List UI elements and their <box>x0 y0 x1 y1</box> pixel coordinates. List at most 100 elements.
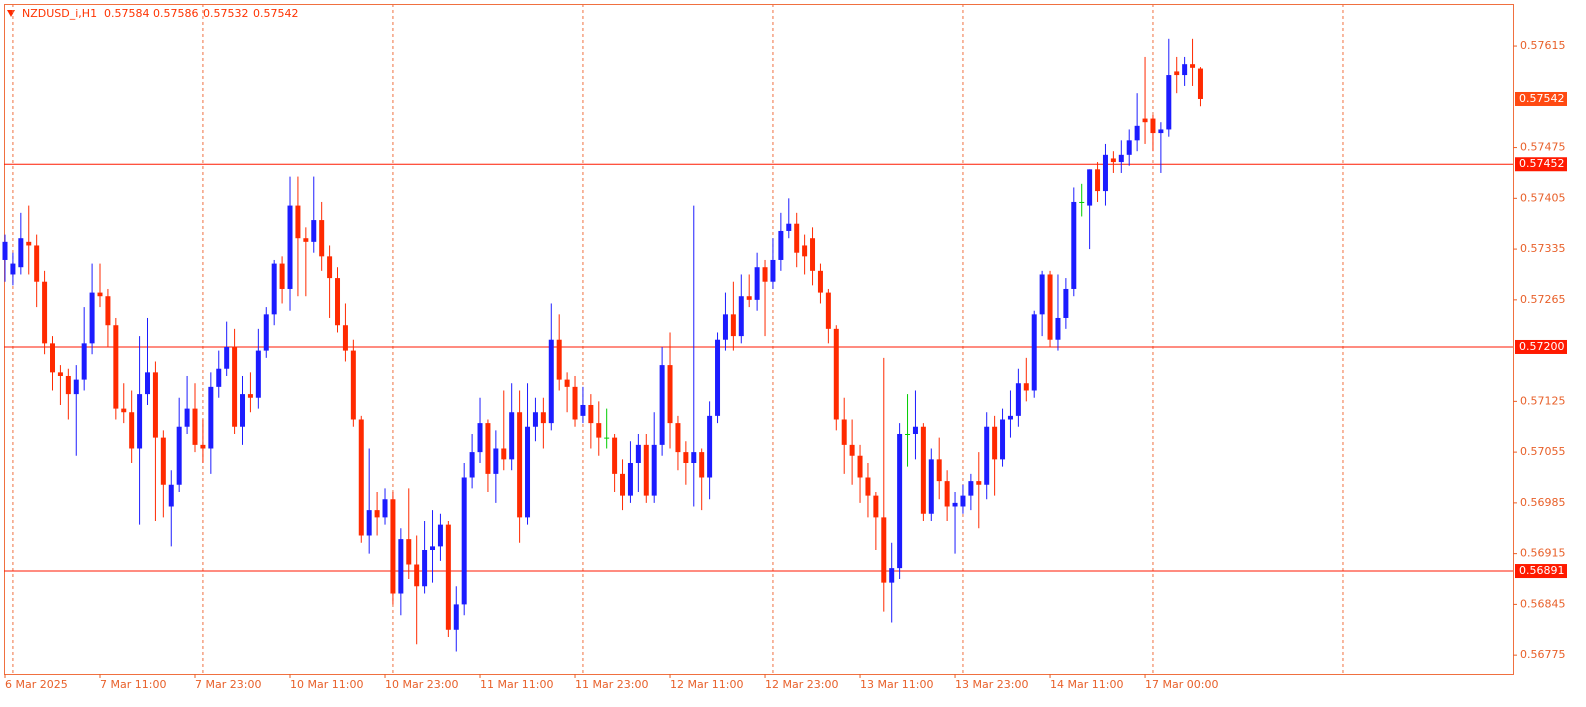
candle-body <box>960 495 966 507</box>
candle-body <box>390 499 396 594</box>
candle-body <box>928 459 934 514</box>
candle-body <box>247 394 253 398</box>
candle-body <box>477 423 483 453</box>
candle-body <box>145 372 151 395</box>
candle-body <box>936 459 942 482</box>
level-label-box <box>1515 339 1567 354</box>
candle-body <box>311 220 317 242</box>
x-tick-label: 17 Mar 00:00 <box>1145 678 1218 691</box>
candle-body <box>414 564 420 587</box>
candle-body <box>303 238 309 242</box>
candle-body <box>406 539 412 565</box>
x-tick-label: 10 Mar 11:00 <box>290 678 363 691</box>
y-tick-label: 0.56845 <box>1520 597 1566 610</box>
candle-body <box>897 433 903 569</box>
current-price-label: 0.57542 <box>1519 92 1565 105</box>
candle-body <box>1000 419 1006 460</box>
candle-body <box>754 267 760 300</box>
candle-body <box>905 433 911 435</box>
candle-body <box>350 350 356 420</box>
candle-body <box>857 455 863 478</box>
candle-body <box>778 230 784 260</box>
candle-body <box>1031 314 1037 391</box>
candle-body <box>374 510 380 518</box>
candle-body <box>129 412 135 449</box>
candle-body <box>445 524 451 630</box>
candle-body <box>517 412 523 518</box>
candle-body <box>232 346 238 427</box>
candle-body <box>34 245 40 282</box>
candle-body <box>730 314 736 337</box>
candle-body <box>192 408 198 445</box>
y-tick-label: 0.56915 <box>1520 547 1566 560</box>
candle-body <box>121 408 127 413</box>
candle-body <box>620 473 626 496</box>
current-price-box <box>1515 91 1567 106</box>
header-open: 0.57584 <box>104 7 150 20</box>
candle-body <box>825 292 831 329</box>
candle-body <box>1095 169 1101 192</box>
candle-body <box>430 546 436 551</box>
x-tick-label: 11 Mar 23:00 <box>575 678 648 691</box>
y-tick-label: 0.57055 <box>1520 445 1566 458</box>
candle-body <box>525 426 531 518</box>
candle-body <box>580 404 586 416</box>
x-tick-label: 7 Mar 11:00 <box>100 678 166 691</box>
candle-body <box>382 499 388 518</box>
x-tick-label: 6 Mar 2025 <box>5 678 68 691</box>
y-tick-label: 0.57125 <box>1520 394 1566 407</box>
candle-body <box>627 462 633 496</box>
candle-body <box>216 368 222 387</box>
y-tick-label: 0.56775 <box>1520 648 1566 661</box>
x-tick-label: 13 Mar 11:00 <box>860 678 933 691</box>
candle-body <box>137 394 143 449</box>
candle-body <box>461 477 467 605</box>
candle-body <box>651 444 657 496</box>
candle-body <box>1023 383 1029 391</box>
candle-body <box>889 568 895 583</box>
candle-body <box>992 426 998 460</box>
candle-body <box>501 448 507 460</box>
candle-body <box>26 241 32 246</box>
candle-body <box>97 292 103 297</box>
candle-body <box>1174 71 1180 76</box>
candle-body <box>1150 118 1156 134</box>
level-label: 0.56891 <box>1519 564 1565 577</box>
candle-body <box>1110 158 1116 163</box>
candle-body <box>1047 274 1053 340</box>
candle-body <box>200 444 206 449</box>
candle-body <box>342 325 348 351</box>
candle-body <box>643 444 649 496</box>
candle-body <box>1007 415 1013 420</box>
x-tick-label: 11 Mar 11:00 <box>480 678 553 691</box>
level-label-box <box>1515 157 1567 172</box>
candle-body <box>208 386 214 449</box>
level-label: 0.57200 <box>1519 340 1565 353</box>
candle-body <box>1079 201 1085 203</box>
header-high: 0.57586 <box>153 7 199 20</box>
candle-body <box>271 263 277 315</box>
candle-body <box>715 339 721 416</box>
candle-body <box>722 314 728 340</box>
candle-body <box>176 426 182 485</box>
candle-body <box>548 339 554 424</box>
candle-body <box>335 278 341 326</box>
candle-body <box>1039 274 1045 315</box>
candle-body <box>255 350 261 398</box>
candle-body <box>604 437 610 439</box>
candle-body <box>1166 75 1172 130</box>
candle-body <box>1126 140 1132 155</box>
candle-body <box>770 259 776 282</box>
candle-body <box>509 412 515 460</box>
candle-body <box>240 394 246 427</box>
y-tick-label: 0.56985 <box>1520 496 1566 509</box>
candle-body <box>635 444 641 463</box>
candle-body <box>1102 154 1108 192</box>
candle-body <box>699 452 705 478</box>
candle-body <box>786 223 792 231</box>
candle-body <box>1071 201 1077 289</box>
candle-body <box>849 444 855 456</box>
candle-body <box>2 241 8 260</box>
